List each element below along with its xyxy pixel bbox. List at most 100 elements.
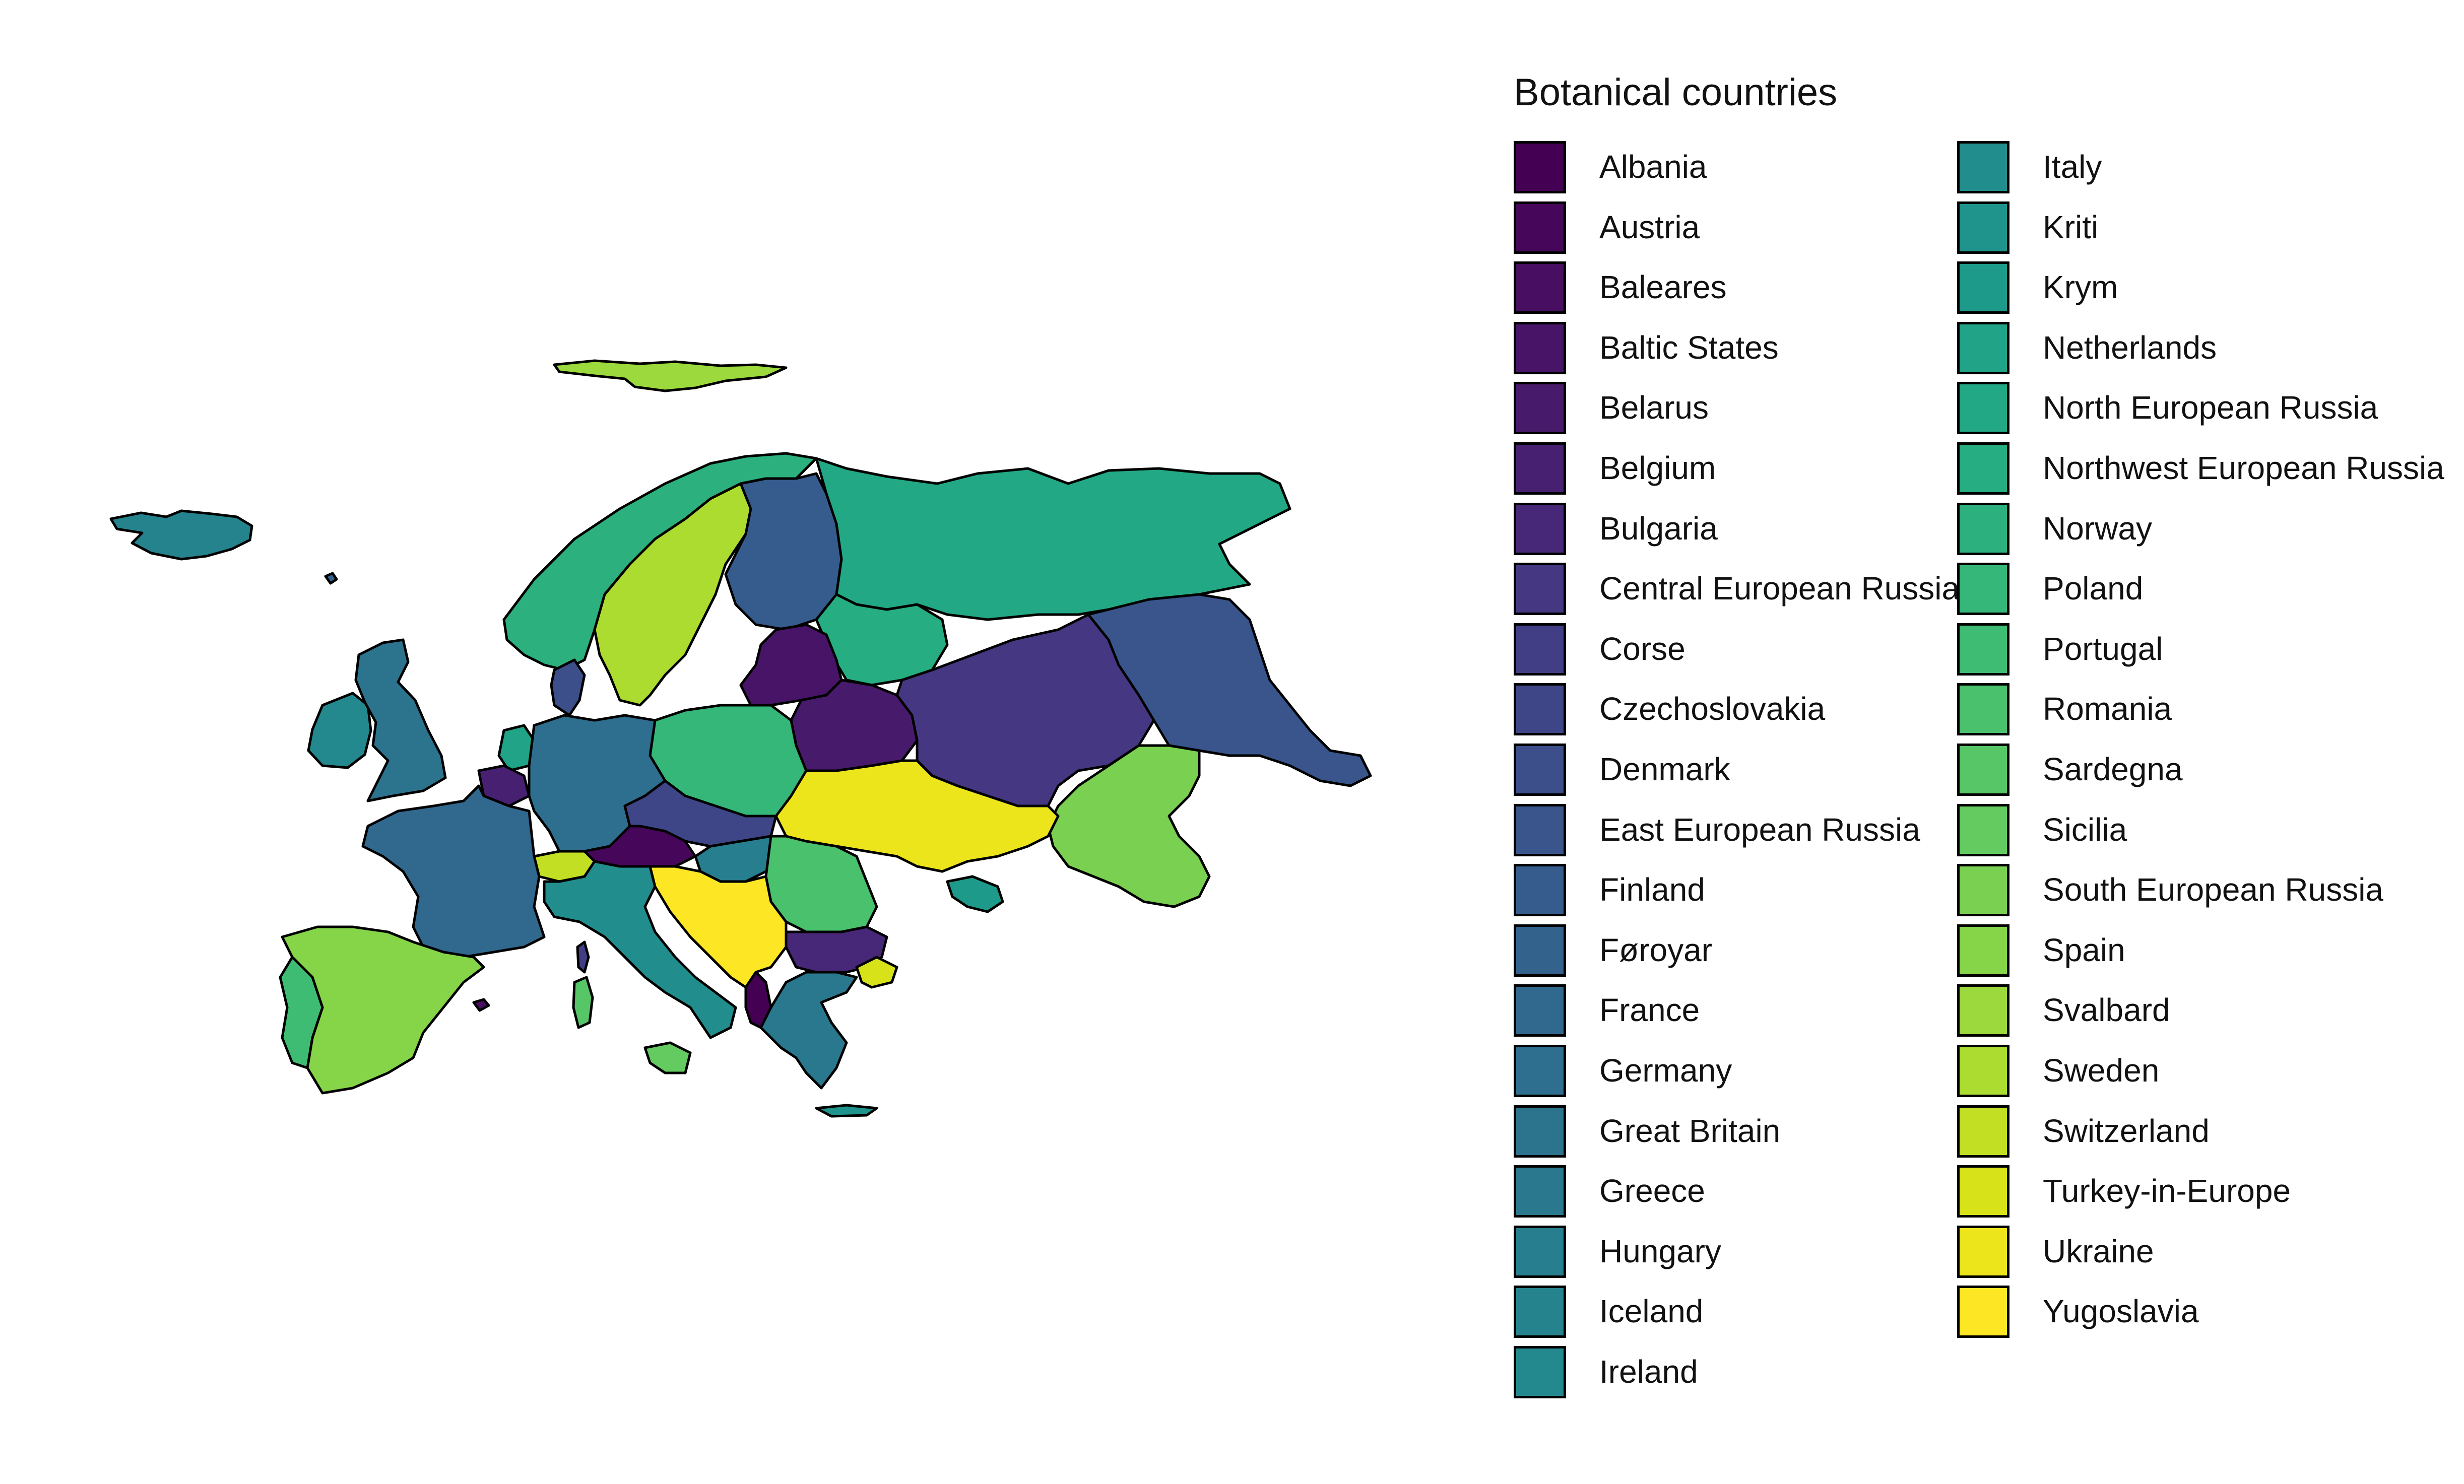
legend-swatch	[1957, 502, 2009, 555]
legend-label: Great Britain	[1599, 1112, 1781, 1149]
region-sicilia	[643, 1041, 692, 1074]
legend-label: Switzerland	[2043, 1112, 2210, 1149]
legend-swatch	[1514, 1165, 1566, 1218]
region-krym	[946, 875, 1004, 913]
legend-swatch	[1514, 321, 1566, 374]
legend-label: South European Russia	[2043, 871, 2383, 908]
legend-swatch	[1514, 563, 1566, 616]
legend-swatch	[1957, 984, 2009, 1037]
legend-label: Ireland	[1599, 1354, 1698, 1390]
legend-swatch	[1514, 201, 1566, 254]
region-iceland	[109, 509, 253, 561]
legend-swatch	[1514, 261, 1566, 314]
region-sardegna	[572, 976, 594, 1029]
region-denmark	[550, 658, 586, 717]
legend-swatch	[1957, 442, 2009, 495]
legend-swatch	[1957, 1105, 2009, 1158]
legend-swatch	[1514, 683, 1566, 736]
legend-swatch	[1514, 623, 1566, 676]
legend-label: Yugoslavia	[2043, 1293, 2199, 1330]
legend-swatch	[1957, 1225, 2009, 1278]
legend-swatch	[1514, 382, 1566, 435]
legend-label: Norway	[2043, 510, 2152, 547]
legend-label: Romania	[2043, 691, 2172, 727]
legend-title: Botanical countries	[1514, 71, 1838, 114]
legend-swatch	[1957, 924, 2009, 977]
region-greece	[759, 971, 858, 1090]
legend-label: Germany	[1599, 1052, 1732, 1089]
legend-swatch	[1957, 864, 2009, 917]
europe-map	[109, 359, 1372, 1118]
legend-swatch	[1957, 1165, 2009, 1218]
region-ireland	[307, 692, 372, 769]
legend-swatch	[1957, 382, 2009, 435]
legend-label: Central European Russia	[1599, 570, 1960, 607]
legend-label: Bulgaria	[1599, 510, 1718, 547]
region-kriti	[815, 1104, 878, 1118]
region-great-britain	[354, 638, 447, 802]
legend-label: Corse	[1599, 630, 1685, 667]
legend-label: North European Russia	[2043, 389, 2378, 426]
legend-swatch	[1514, 502, 1566, 555]
legend-swatch	[1957, 563, 2009, 616]
region-sweden	[593, 482, 752, 707]
legend-swatch	[1957, 623, 2009, 676]
legend-label: Northwest European Russia	[2043, 450, 2444, 486]
legend-swatch	[1957, 1286, 2009, 1338]
legend-label: Albania	[1599, 149, 1707, 185]
legend-swatch	[1957, 1045, 2009, 1097]
legend-swatch	[1957, 803, 2009, 856]
region-italy	[543, 860, 737, 1039]
legend-label: Sicilia	[2043, 811, 2127, 848]
legend-swatch	[1957, 261, 2009, 314]
legend-label: Sardegna	[2043, 751, 2183, 787]
legend-swatch	[1514, 1346, 1566, 1398]
legend-swatch	[1957, 141, 2009, 193]
legend-label: Føroyar	[1599, 931, 1712, 968]
legend-label: Baltic States	[1599, 329, 1779, 366]
region-baltic-states	[739, 623, 843, 707]
legend-swatch	[1514, 744, 1566, 796]
region-east-european-russia	[1087, 593, 1372, 787]
legend-label: Sweden	[2043, 1052, 2160, 1089]
legend-swatch	[1957, 321, 2009, 374]
legend-swatch	[1514, 984, 1566, 1037]
legend-label: Poland	[2043, 570, 2144, 607]
region-yugoslavia	[649, 865, 788, 989]
region-north-european-russia	[815, 457, 1291, 621]
legend-label: Hungary	[1599, 1233, 1721, 1269]
region-baleares	[472, 998, 490, 1012]
legend-label: Kriti	[2043, 209, 2099, 245]
legend-label: Denmark	[1599, 751, 1730, 787]
legend-label: Portugal	[2043, 630, 2163, 667]
legend-swatch	[1957, 744, 2009, 796]
legend-label: Greece	[1599, 1173, 1705, 1209]
legend-label: Belarus	[1599, 389, 1709, 426]
region-central-european-russia	[895, 613, 1155, 807]
legend-label: France	[1599, 992, 1700, 1029]
legend-swatch	[1514, 1225, 1566, 1278]
legend-label: Turkey-in-Europe	[2043, 1173, 2291, 1209]
legend-swatch	[1514, 1286, 1566, 1338]
legend-swatch	[1514, 442, 1566, 495]
legend-swatch	[1514, 1045, 1566, 1097]
legend-swatch	[1514, 864, 1566, 917]
region-turkey-in-europe	[855, 956, 898, 989]
legend-label: Ukraine	[2043, 1233, 2154, 1269]
region-corse	[576, 940, 590, 974]
region-portugal	[279, 956, 324, 1069]
region-svalbard	[553, 359, 788, 392]
legend-label: Baleares	[1599, 269, 1727, 306]
region-france	[361, 784, 546, 959]
legend-swatch	[1514, 924, 1566, 977]
legend: Botanical countries Albania Austria Balear…	[1514, 65, 2451, 1456]
legend-swatch	[1514, 803, 1566, 856]
legend-label: Finland	[1599, 871, 1705, 908]
legend-label: Czechoslovakia	[1599, 691, 1826, 727]
legend-label: Italy	[2043, 149, 2102, 185]
legend-label: Svalbard	[2043, 992, 2170, 1029]
legend-label: Austria	[1599, 209, 1700, 245]
region-foroyar	[324, 572, 338, 585]
legend-swatch	[1514, 1105, 1566, 1158]
legend-label: East European Russia	[1599, 811, 1920, 848]
